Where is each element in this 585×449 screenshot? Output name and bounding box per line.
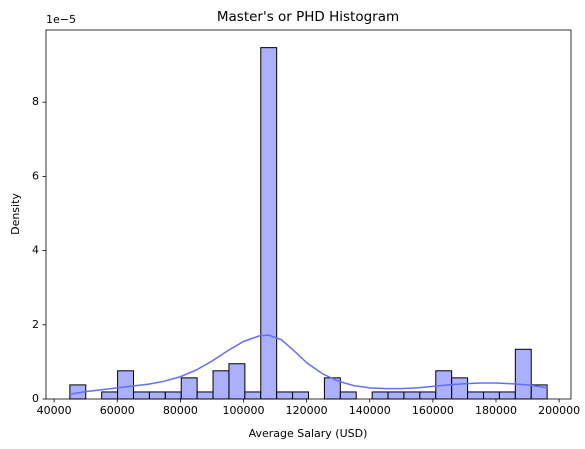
bar <box>498 391 516 400</box>
x-tick-label: 120000 <box>286 404 328 417</box>
x-tick-label: 40000 <box>37 404 72 417</box>
bar <box>244 391 262 400</box>
bar <box>276 391 294 400</box>
x-tick-label: 60000 <box>100 404 135 417</box>
bar <box>292 391 310 400</box>
bar <box>514 348 532 400</box>
x-tick-label: 80000 <box>163 404 198 417</box>
y-tick-label: 2 <box>32 318 39 331</box>
bar <box>451 377 469 400</box>
bar <box>196 391 214 400</box>
y-tick-label: 4 <box>32 244 39 257</box>
x-tick-label: 180000 <box>475 404 517 417</box>
bar <box>101 391 119 400</box>
bar <box>148 391 166 400</box>
bar <box>403 391 421 400</box>
bar <box>260 47 278 400</box>
bar <box>371 391 389 400</box>
bar <box>339 391 357 400</box>
x-tick-label: 160000 <box>412 404 454 417</box>
bar <box>467 391 485 400</box>
bar <box>117 370 135 400</box>
x-tick-label: 140000 <box>349 404 391 417</box>
axes-frame <box>45 29 572 400</box>
bar <box>164 391 182 400</box>
y-offset-label: 1e−5 <box>46 13 76 26</box>
bar <box>387 391 405 400</box>
y-tick-label: 0 <box>32 392 39 405</box>
bar <box>483 391 500 400</box>
y-tick-label: 6 <box>32 169 39 182</box>
x-tick-label: 100000 <box>222 404 264 417</box>
y-tick-label: 8 <box>32 95 39 108</box>
bar <box>212 370 230 400</box>
kde-line <box>69 334 548 395</box>
x-axis-label: Average Salary (USD) <box>249 427 368 440</box>
bar <box>419 391 437 400</box>
bar <box>228 363 246 400</box>
bar <box>180 377 198 400</box>
chart-title: Master's or PHD Histogram <box>217 9 399 25</box>
bar <box>133 391 150 400</box>
y-axis-label: Density <box>9 193 22 235</box>
x-tick-label: 200000 <box>538 404 580 417</box>
